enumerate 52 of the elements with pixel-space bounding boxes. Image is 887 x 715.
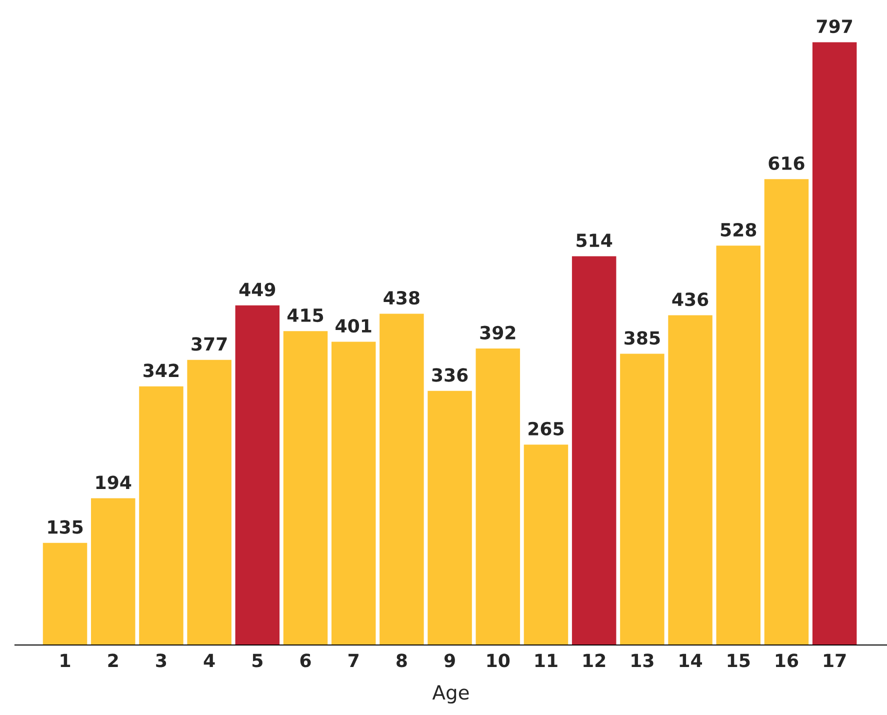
- bar: [283, 331, 328, 645]
- x-tick-label: 8: [396, 654, 407, 668]
- data-label: 616: [768, 156, 804, 170]
- x-tick-label: 9: [444, 654, 455, 668]
- data-label: 436: [672, 292, 708, 306]
- data-label: 342: [144, 364, 178, 378]
- bar: [428, 390, 472, 645]
- bar: [716, 246, 761, 645]
- data-label: 385: [624, 331, 660, 345]
- x-tick-label: 2: [108, 654, 118, 668]
- data-label: 797: [816, 20, 852, 34]
- x-tick-label: 11: [535, 654, 558, 668]
- bar: [380, 314, 424, 645]
- x-tick-label: 14: [680, 654, 702, 668]
- data-label: 392: [480, 326, 516, 340]
- x-tick-label: 17: [824, 654, 846, 668]
- x-axis-title: Age: [432, 685, 469, 704]
- bar: [620, 354, 664, 645]
- bar: [668, 315, 712, 645]
- data-label: 528: [720, 222, 756, 237]
- x-tick-label: 4: [204, 654, 215, 668]
- x-tick-label: 5: [252, 654, 262, 668]
- bar: [476, 348, 520, 645]
- bar: [42, 542, 88, 645]
- data-label: 265: [528, 422, 564, 436]
- x-tick-label: 16: [776, 654, 798, 668]
- data-label: 336: [432, 368, 468, 382]
- data-label: 514: [576, 234, 612, 248]
- data-label: 135: [48, 520, 83, 534]
- x-tick-label: 1: [60, 654, 70, 668]
- data-label: 194: [96, 476, 132, 490]
- x-tick-label: 7: [348, 654, 358, 668]
- x-tick-label: 15: [728, 654, 750, 668]
- bar: [139, 386, 184, 645]
- bar: [331, 342, 376, 645]
- data-label: 377: [192, 337, 227, 351]
- data-label: 438: [384, 291, 420, 305]
- x-tick-label: 3: [156, 654, 166, 668]
- x-tick-label: 13: [632, 654, 654, 668]
- x-tick-label: 6: [300, 654, 311, 668]
- bar: [812, 42, 857, 645]
- bar: [235, 305, 280, 645]
- data-label: 449: [239, 282, 276, 296]
- bar: [524, 444, 568, 645]
- bar: [187, 360, 232, 645]
- bar: [90, 498, 136, 645]
- x-tick-label: 10: [487, 654, 510, 668]
- data-label: 415: [287, 308, 324, 322]
- data-label: 401: [336, 318, 372, 333]
- x-tick-label: 12: [584, 654, 606, 668]
- bar: [572, 256, 616, 645]
- bar: [764, 179, 809, 645]
